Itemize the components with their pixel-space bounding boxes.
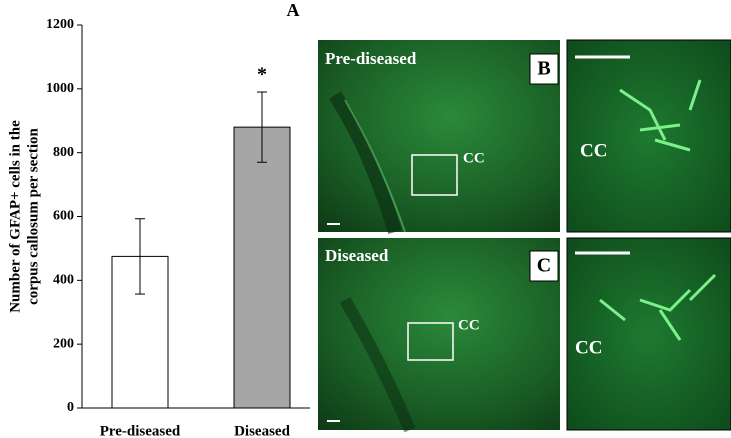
panel-letter: B — [537, 58, 550, 80]
region-label: CC — [463, 150, 485, 166]
region-label: CC — [580, 140, 607, 161]
panel-letter: C — [537, 255, 551, 277]
y-tick-label: 400 — [53, 273, 74, 288]
texture — [339, 296, 416, 433]
y-tick-label: 1200 — [46, 17, 74, 32]
y-tick-label: 1000 — [46, 81, 74, 96]
texture — [599, 273, 717, 341]
bar — [233, 126, 291, 409]
letter-box — [529, 250, 559, 282]
y-tick-label: 800 — [53, 145, 74, 160]
panel-label: Diseased — [325, 246, 389, 265]
y-tick-label: 200 — [53, 336, 74, 351]
inset-micrograph — [566, 39, 731, 233]
panel-b: CC Pre-diseased B CC — [318, 39, 731, 235]
texture — [329, 91, 402, 235]
inset-box — [411, 154, 458, 196]
panel-c: CC Diseased C CC — [318, 237, 731, 433]
inset-box — [407, 322, 454, 361]
x-tick-label: Pre-diseased — [100, 423, 181, 438]
letter-box — [529, 53, 559, 85]
region-label: CC — [575, 337, 602, 358]
y-tick-label: 0 — [67, 400, 74, 415]
panel-label: Pre-diseased — [325, 49, 417, 68]
micrograph — [318, 238, 560, 430]
significance: * — [257, 64, 267, 86]
region-label: CC — [458, 317, 480, 333]
panel-title: A — [287, 0, 300, 20]
y-axis-label: corpus callosum per section — [25, 127, 41, 304]
bar-chart: 0 200 400 600 800 1000 1200 Number of GFAP+ cel… — [7, 17, 310, 438]
y-tick-label: 600 — [53, 209, 74, 224]
y-axis-label: Number of GFAP+ cells in the — [7, 120, 23, 313]
inset-micrograph — [566, 237, 731, 431]
texture — [619, 79, 702, 152]
texture — [344, 99, 406, 233]
x-tick-label: Diseased — [234, 423, 290, 438]
